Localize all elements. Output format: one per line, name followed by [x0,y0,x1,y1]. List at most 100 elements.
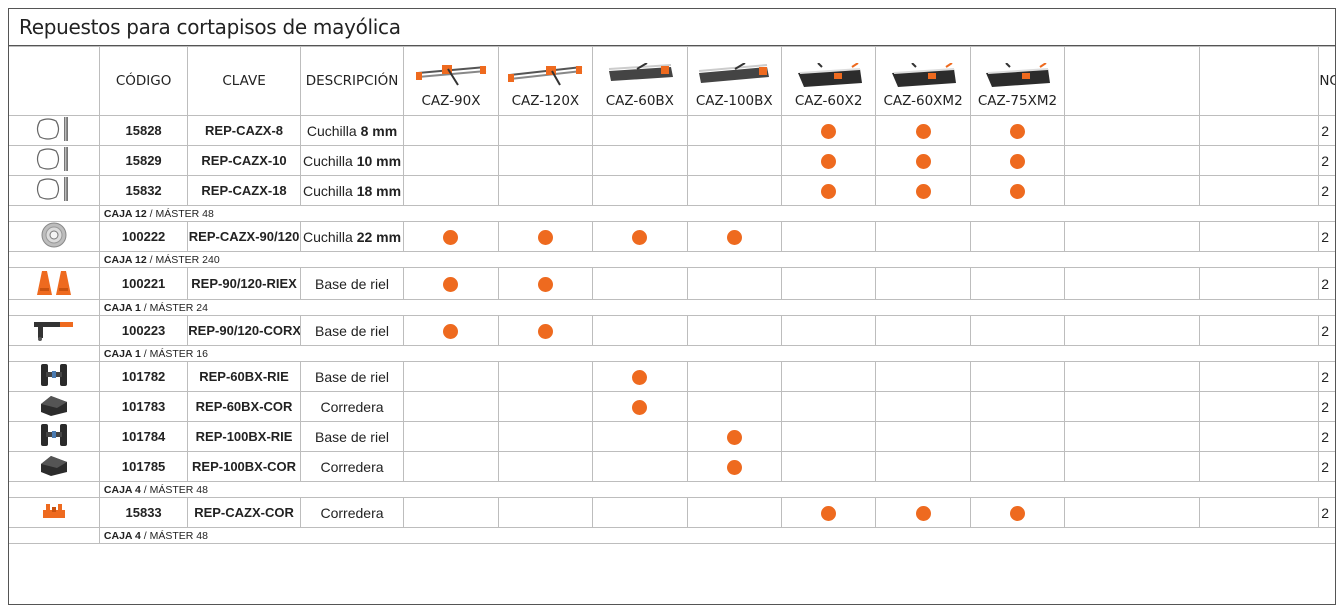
packaging-row: CAJA 4 / MÁSTER 48 [9,527,1335,544]
model-label: CAZ-75XM2 [977,93,1058,109]
compat-cell [497,315,594,346]
compat-cell [686,267,782,300]
compat-cell [875,115,971,146]
compat-cell [497,451,594,482]
part-image [9,421,100,452]
codigo-cell: 101785 [98,451,189,482]
compat-cell [875,267,971,300]
codigo-cell: 100223 [98,315,189,346]
compat-cell [969,421,1066,452]
codigo-cell: 101783 [98,391,189,422]
compatibility-dot [821,123,837,139]
part-image [9,361,100,392]
packaging-master: MÁSTER 240 [155,253,220,266]
table-row: 101784 REP-100BX-RIE Base de riel 2 [9,421,1335,452]
compatibility-dot [443,276,459,292]
packaging-row: CAJA 1 / MÁSTER 16 [9,345,1335,362]
compat-cell [875,391,971,422]
descripcion-cell: Base de riel [299,315,405,346]
compat-cell [592,145,688,176]
compat-cell [403,497,499,528]
orange-slider-icon [37,504,71,527]
compatibility-dot [915,505,931,521]
tile-cutter-icon [892,63,957,87]
compatibility-dot [821,505,837,521]
part-image [9,175,100,206]
empty-cell [1064,221,1200,252]
tile-cutter-icon [508,66,583,86]
compat-cell [780,221,877,252]
descripcion-cell: Base de riel [299,267,405,300]
compat-cell [497,497,594,528]
clave-cell: REP-CAZX-8 [187,115,301,146]
clave-cell: REP-CAZX-18 [187,175,301,206]
nc-cell: 2 [1318,361,1335,392]
compatibility-dot [915,123,931,139]
codigo-cell: 15829 [98,145,189,176]
table-row: 15833 REP-CAZX-COR Corredera 2 [9,497,1335,528]
packaging-row: CAJA 4 / MÁSTER 48 [9,481,1335,498]
packaging-master: MÁSTER 48 [149,529,208,542]
compatibility-dot [915,183,931,199]
empty-cell [1064,391,1200,422]
compat-cell [686,391,782,422]
compat-cell [875,361,971,392]
empty-cell [1064,497,1200,528]
descripcion-text: Cuchilla [306,122,357,139]
packaging-caja: CAJA 12 [103,207,147,220]
compat-cell [592,391,688,422]
compat-cell [969,391,1066,422]
compatibility-dot [915,153,931,169]
compatibility-dot [443,229,459,245]
descripcion-text: Corredera [320,398,384,415]
compat-cell [497,175,594,206]
empty-cell [1064,115,1200,146]
compatibility-dot [1009,505,1025,521]
compatibility-dot [726,229,742,245]
nc-cell: 2 [1318,315,1335,346]
col-header-model: CAZ-60X2 [780,46,877,116]
compat-cell [592,175,688,206]
packaging-row: CAJA 12 / MÁSTER 48 [9,205,1335,222]
empty-cell [1198,175,1320,206]
compat-cell [780,145,877,176]
compat-cell [403,115,499,146]
descripcion-text: Cuchilla [302,228,353,245]
compat-cell [686,451,782,482]
compat-cell [780,421,877,452]
rail-base-icon [34,271,74,299]
part-image [9,145,100,176]
codigo-cell: 101784 [98,421,189,452]
compat-cell [497,267,594,300]
col-header-model: CAZ-75XM2 [969,46,1066,116]
packaging-master: MÁSTER 48 [149,483,208,496]
compat-cell [780,115,877,146]
packaging-caja: CAJA 1 [103,301,141,314]
tile-cutter-icon [608,63,673,81]
clave-cell: REP-90/120-RIEX [187,267,301,300]
packaging-spacer [9,299,100,316]
compat-cell [497,115,594,146]
compat-cell [403,421,499,452]
clave-cell: REP-CAZX-90/120 [187,221,301,252]
codigo-cell: 100221 [98,267,189,300]
compat-cell [592,361,688,392]
compat-cell [969,497,1066,528]
compat-cell [403,451,499,482]
nc-cell: 2 [1318,175,1335,206]
compatibility-dot [1009,153,1025,169]
compat-cell [686,361,782,392]
descripcion-cell: Cuchilla 8 mm [299,115,405,146]
compat-cell [686,175,782,206]
compat-cell [592,451,688,482]
compat-cell [780,451,877,482]
compat-cell [969,145,1066,176]
compat-cell [969,175,1066,206]
packaging-cell: CAJA 1 / MÁSTER 24 [98,299,1335,316]
compat-cell [969,315,1066,346]
clave-cell: REP-60BX-RIE [187,361,301,392]
nc-cell: 2 [1318,145,1335,176]
nc-cell: 2 [1318,115,1335,146]
empty-cell [1198,115,1320,146]
compat-cell [592,115,688,146]
